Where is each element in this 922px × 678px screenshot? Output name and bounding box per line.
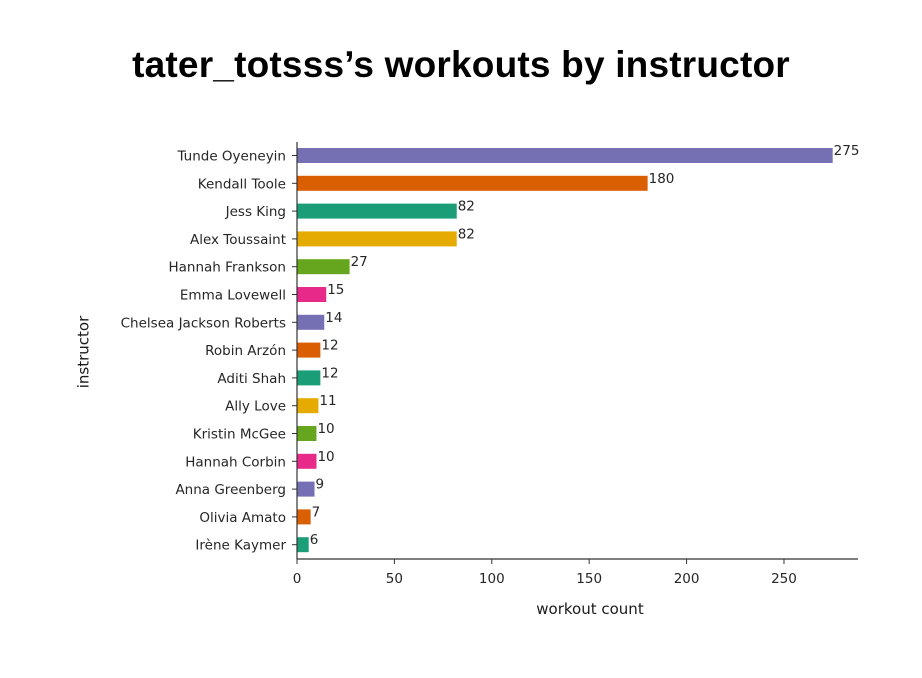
y-tick-label: Kendall Toole (198, 176, 286, 192)
bar-olivia-amato (297, 509, 311, 525)
y-tick-label: Tunde Oyeneyin (176, 149, 286, 165)
y-tick-label: Chelsea Jackson Roberts (121, 315, 286, 331)
bar-labels-layer: 275 180 82 82 27 15 14 12 12 11 10 10 9 7 6 (310, 143, 860, 548)
bar-value-label: 275 (834, 143, 860, 159)
y-tick-label: Kristin McGee (193, 427, 286, 443)
bar-value-label: 82 (458, 199, 475, 215)
y-tick-label: Hannah Frankson (169, 260, 287, 276)
y-tick-label: Ally Love (225, 399, 286, 415)
y-axis-ticks: Tunde Oyeneyin Kendall Toole Jess King Alex… (121, 149, 297, 554)
bar-value-label: 82 (458, 226, 475, 242)
x-tick-label: 250 (771, 571, 797, 587)
bar-robin-arzon (297, 342, 321, 358)
y-tick-label: Olivia Amato (199, 510, 286, 526)
x-tick-label: 100 (479, 571, 505, 587)
bar-value-label: 14 (325, 310, 342, 326)
bar-chelsea-jackson-roberts (297, 314, 325, 330)
y-tick-label: Alex Toussaint (190, 232, 286, 248)
bar-alex-toussaint (297, 231, 457, 247)
y-tick-label: Irène Kaymer (195, 538, 286, 554)
bar-value-label: 15 (327, 282, 344, 298)
bar-value-label: 6 (310, 532, 319, 548)
bar-irene-kaymer (297, 537, 309, 553)
bar-value-label: 27 (351, 254, 368, 270)
bar-value-label: 10 (317, 449, 334, 465)
bar-value-label: 11 (319, 393, 336, 409)
bar-value-label: 180 (649, 171, 675, 187)
bar-jess-king (297, 203, 457, 219)
y-tick-label: Jess King (225, 204, 286, 220)
y-tick-label: Robin Arzón (205, 343, 286, 359)
bar-hannah-frankson (297, 259, 350, 275)
y-tick-label: Hannah Corbin (185, 454, 286, 470)
x-tick-label: 0 (293, 571, 302, 587)
bar-value-label: 12 (321, 365, 338, 381)
bar-emma-lovewell (297, 287, 327, 302)
bar-kendall-toole (297, 175, 648, 191)
bar-value-label: 10 (317, 421, 334, 437)
bar-kristin-mcgee (297, 426, 317, 441)
chart-title: tater_totsss’s workouts by instructor (132, 44, 790, 85)
y-tick-label: Anna Greenberg (175, 482, 286, 498)
bar-value-label: 7 (312, 504, 321, 520)
y-axis-title: instructor (75, 315, 93, 388)
bar-ally-love (297, 398, 319, 414)
x-tick-label: 50 (386, 571, 403, 587)
bar-anna-greenberg (297, 481, 315, 497)
bar-hannah-corbin (297, 453, 317, 469)
bar-tunde-oyeneyin (297, 148, 833, 163)
y-tick-label: Aditi Shah (217, 371, 286, 387)
y-tick-label: Emma Lovewell (180, 288, 286, 304)
bar-value-label: 9 (316, 477, 325, 493)
bar-value-label: 12 (321, 338, 338, 354)
x-axis-title: workout count (536, 600, 644, 618)
x-tick-label: 150 (576, 571, 602, 587)
bar-aditi-shah (297, 370, 321, 386)
x-axis-ticks: 0 50 100 150 200 250 (293, 559, 797, 587)
bars-layer (297, 148, 833, 553)
x-tick-label: 200 (674, 571, 700, 587)
